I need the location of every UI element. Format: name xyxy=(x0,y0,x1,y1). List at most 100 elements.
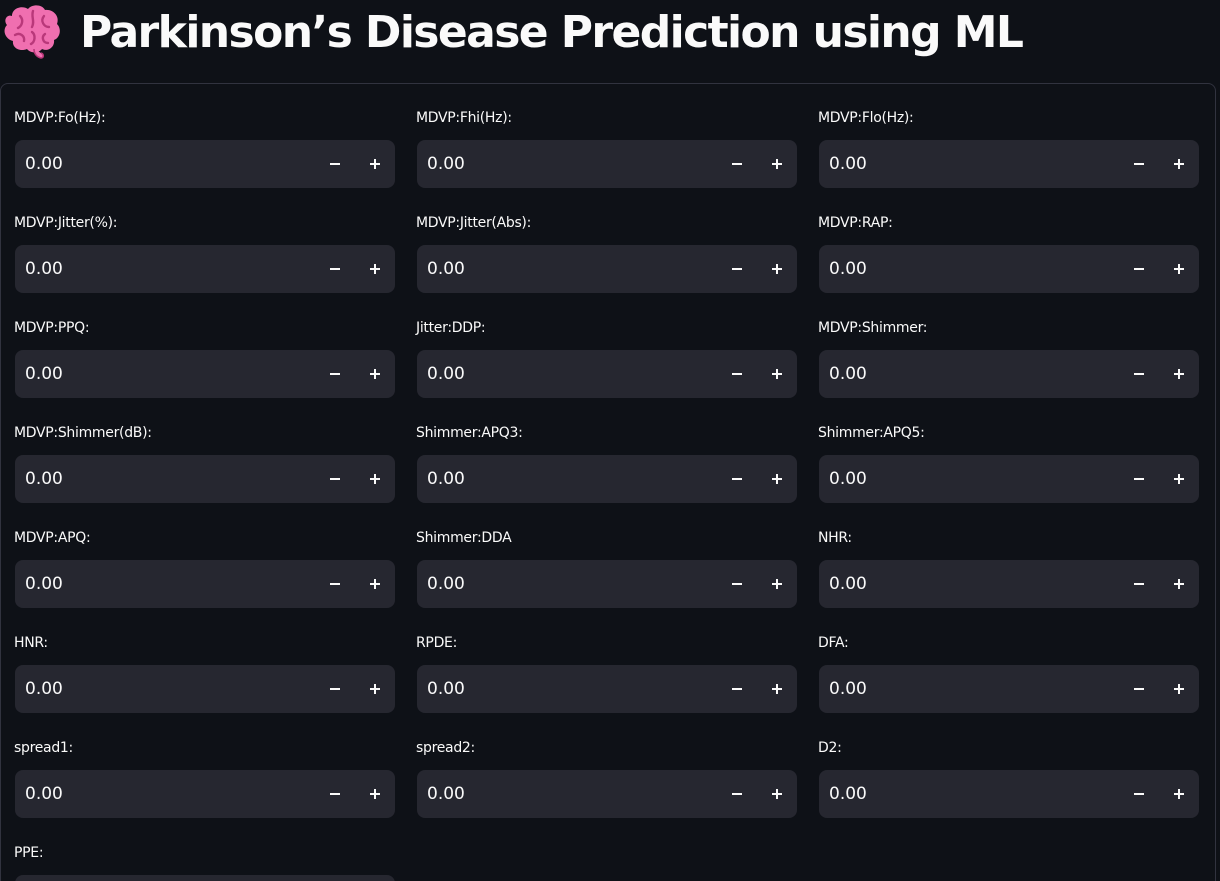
increment-button-mdvp-fhi-hz[interactable] xyxy=(757,140,797,188)
number-input-mdvp-fhi-hz[interactable] xyxy=(417,139,717,189)
number-input-mdvp-flo-hz[interactable] xyxy=(819,139,1119,189)
number-input-shimmer-apq5[interactable] xyxy=(819,454,1119,504)
field-label-hnr: HNR: xyxy=(14,635,48,651)
increment-button-hnr[interactable] xyxy=(355,665,395,713)
increment-button-ppe[interactable] xyxy=(355,875,395,881)
number-input xyxy=(417,139,797,189)
increment-button-mdvp-rap[interactable] xyxy=(1159,245,1199,293)
increment-button-nhr[interactable] xyxy=(1159,560,1199,608)
decrement-button-dfa[interactable] xyxy=(1119,665,1159,713)
decrement-button-d2[interactable] xyxy=(1119,770,1159,818)
field-label-mdvp-flo-hz: MDVP:Flo(Hz): xyxy=(818,110,914,126)
minus-icon xyxy=(330,373,340,375)
field-mdvp-shimmer-db: MDVP:Shimmer(dB): xyxy=(14,399,395,504)
decrement-button-ppe[interactable] xyxy=(315,875,355,881)
increment-button-mdvp-ppq[interactable] xyxy=(355,350,395,398)
number-input-shimmer-apq3[interactable] xyxy=(417,454,717,504)
number-input-d2[interactable] xyxy=(819,769,1119,819)
number-input xyxy=(819,454,1199,504)
number-input-mdvp-ppq[interactable] xyxy=(15,349,315,399)
decrement-button-hnr[interactable] xyxy=(315,665,355,713)
decrement-button-shimmer-dda[interactable] xyxy=(717,560,757,608)
decrement-button-nhr[interactable] xyxy=(1119,560,1159,608)
number-input xyxy=(417,559,797,609)
increment-button-shimmer-apq3[interactable] xyxy=(757,455,797,503)
increment-button-mdvp-flo-hz[interactable] xyxy=(1159,140,1199,188)
decrement-button-spread1[interactable] xyxy=(315,770,355,818)
decrement-button-shimmer-apq5[interactable] xyxy=(1119,455,1159,503)
decrement-button-spread2[interactable] xyxy=(717,770,757,818)
field-spread1: spread1: xyxy=(14,714,395,819)
decrement-button-mdvp-ppq[interactable] xyxy=(315,350,355,398)
decrement-button-mdvp-jitter-abs[interactable] xyxy=(717,245,757,293)
decrement-button-mdvp-apq[interactable] xyxy=(315,560,355,608)
field-mdvp-ppq: MDVP:PPQ: xyxy=(14,294,395,399)
plus-icon xyxy=(1174,789,1184,799)
number-input xyxy=(15,874,395,881)
increment-button-rpde[interactable] xyxy=(757,665,797,713)
number-input-shimmer-dda[interactable] xyxy=(417,559,717,609)
field-label-mdvp-apq: MDVP:APQ: xyxy=(14,530,91,546)
number-input-dfa[interactable] xyxy=(819,664,1119,714)
plus-icon xyxy=(772,474,782,484)
field-label-shimmer-apq3: Shimmer:APQ3: xyxy=(416,425,523,441)
field-mdvp-apq: MDVP:APQ: xyxy=(14,504,395,609)
number-input-jitter-ddp[interactable] xyxy=(417,349,717,399)
decrement-button-mdvp-jitter-pct[interactable] xyxy=(315,245,355,293)
increment-button-spread2[interactable] xyxy=(757,770,797,818)
minus-icon xyxy=(1134,688,1144,690)
field-label-jitter-ddp: Jitter:DDP: xyxy=(416,320,486,336)
number-input-mdvp-rap[interactable] xyxy=(819,244,1119,294)
field-shimmer-dda: Shimmer:DDA xyxy=(416,504,797,609)
number-input-mdvp-shimmer-db[interactable] xyxy=(15,454,315,504)
number-input-rpde[interactable] xyxy=(417,664,717,714)
number-input-ppe[interactable] xyxy=(15,874,315,881)
decrement-button-jitter-ddp[interactable] xyxy=(717,350,757,398)
number-input-mdvp-jitter-pct[interactable] xyxy=(15,244,315,294)
increment-button-mdvp-fo-hz[interactable] xyxy=(355,140,395,188)
increment-button-mdvp-jitter-pct[interactable] xyxy=(355,245,395,293)
increment-button-dfa[interactable] xyxy=(1159,665,1199,713)
increment-button-mdvp-apq[interactable] xyxy=(355,560,395,608)
number-input-mdvp-fo-hz[interactable] xyxy=(15,139,315,189)
decrement-button-mdvp-rap[interactable] xyxy=(1119,245,1159,293)
field-dfa: DFA: xyxy=(818,609,1199,714)
plus-icon xyxy=(370,159,380,169)
increment-button-mdvp-jitter-abs[interactable] xyxy=(757,245,797,293)
brain-icon xyxy=(0,2,62,62)
number-input-mdvp-jitter-abs[interactable] xyxy=(417,244,717,294)
field-label-ppe: PPE: xyxy=(14,845,44,861)
field-rpde: RPDE: xyxy=(416,609,797,714)
decrement-button-mdvp-shimmer-db[interactable] xyxy=(315,455,355,503)
minus-icon xyxy=(1134,793,1144,795)
decrement-button-mdvp-fo-hz[interactable] xyxy=(315,140,355,188)
number-input-spread2[interactable] xyxy=(417,769,717,819)
minus-icon xyxy=(732,478,742,480)
plus-icon xyxy=(1174,684,1184,694)
number-input-hnr[interactable] xyxy=(15,664,315,714)
increment-button-mdvp-shimmer[interactable] xyxy=(1159,350,1199,398)
decrement-button-mdvp-shimmer[interactable] xyxy=(1119,350,1159,398)
number-input xyxy=(819,139,1199,189)
increment-button-d2[interactable] xyxy=(1159,770,1199,818)
field-mdvp-jitter-pct: MDVP:Jitter(%): xyxy=(14,189,395,294)
number-input-spread1[interactable] xyxy=(15,769,315,819)
number-input-nhr[interactable] xyxy=(819,559,1119,609)
page-header: Parkinson’s Disease Prediction using ML xyxy=(0,0,1024,66)
field-mdvp-flo-hz: MDVP:Flo(Hz): xyxy=(818,84,1199,189)
input-form-panel: MDVP:Fo(Hz): MDVP:Fhi(Hz): xyxy=(0,83,1216,881)
field-label-mdvp-fo-hz: MDVP:Fo(Hz): xyxy=(14,110,106,126)
increment-button-spread1[interactable] xyxy=(355,770,395,818)
decrement-button-mdvp-flo-hz[interactable] xyxy=(1119,140,1159,188)
increment-button-shimmer-apq5[interactable] xyxy=(1159,455,1199,503)
decrement-button-shimmer-apq3[interactable] xyxy=(717,455,757,503)
number-input xyxy=(15,139,395,189)
decrement-button-rpde[interactable] xyxy=(717,665,757,713)
field-mdvp-fhi-hz: MDVP:Fhi(Hz): xyxy=(416,84,797,189)
increment-button-jitter-ddp[interactable] xyxy=(757,350,797,398)
decrement-button-mdvp-fhi-hz[interactable] xyxy=(717,140,757,188)
increment-button-shimmer-dda[interactable] xyxy=(757,560,797,608)
increment-button-mdvp-shimmer-db[interactable] xyxy=(355,455,395,503)
number-input-mdvp-shimmer[interactable] xyxy=(819,349,1119,399)
number-input-mdvp-apq[interactable] xyxy=(15,559,315,609)
